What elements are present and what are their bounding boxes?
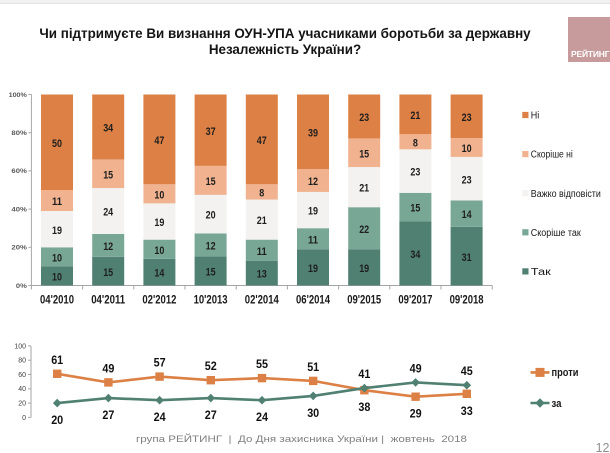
svg-text:19: 19 — [308, 263, 318, 275]
svg-text:51: 51 — [307, 360, 319, 374]
svg-text:47: 47 — [154, 135, 164, 147]
svg-text:10: 10 — [52, 252, 62, 264]
svg-text:57: 57 — [154, 356, 166, 370]
svg-text:23: 23 — [410, 167, 420, 179]
svg-text:04'2011: 04'2011 — [91, 295, 125, 307]
svg-text:10: 10 — [154, 245, 164, 257]
svg-text:23: 23 — [462, 112, 472, 124]
svg-text:04'2010: 04'2010 — [40, 295, 74, 307]
svg-text:21: 21 — [410, 110, 420, 122]
svg-text:24: 24 — [103, 207, 114, 219]
svg-text:27: 27 — [102, 408, 114, 422]
svg-text:02'2014: 02'2014 — [245, 295, 279, 307]
svg-text:52: 52 — [205, 359, 217, 373]
svg-text:100: 100 — [14, 343, 26, 350]
svg-text:10: 10 — [52, 272, 62, 284]
svg-text:0%: 0% — [16, 283, 27, 290]
svg-text:10: 10 — [462, 143, 472, 155]
svg-text:30: 30 — [307, 406, 319, 420]
svg-text:Скоріше так: Скоріше так — [531, 228, 582, 239]
svg-text:61: 61 — [51, 353, 63, 367]
svg-text:група РЕЙТИНГ | До Дня захис: група РЕЙТИНГ | До Дня захисника України… — [136, 433, 467, 445]
svg-text:49: 49 — [102, 361, 114, 375]
svg-text:12: 12 — [596, 441, 610, 453]
svg-text:11: 11 — [308, 234, 318, 246]
svg-text:100%: 100% — [9, 92, 28, 99]
svg-text:11: 11 — [257, 246, 267, 258]
svg-text:14: 14 — [462, 209, 473, 221]
svg-text:21: 21 — [359, 183, 369, 195]
svg-text:0: 0 — [22, 415, 26, 422]
svg-text:20: 20 — [206, 210, 216, 222]
svg-text:60: 60 — [18, 372, 26, 379]
svg-text:22: 22 — [359, 224, 369, 236]
svg-text:19: 19 — [52, 225, 62, 237]
svg-text:20: 20 — [18, 401, 26, 408]
svg-text:15: 15 — [206, 176, 216, 188]
svg-text:38: 38 — [358, 400, 370, 414]
svg-text:21: 21 — [257, 215, 267, 227]
svg-text:проти: проти — [552, 367, 579, 379]
svg-text:40%: 40% — [11, 206, 27, 213]
svg-text:09'2018: 09'2018 — [450, 295, 484, 307]
svg-text:23: 23 — [359, 112, 369, 124]
svg-text:15: 15 — [410, 203, 420, 215]
svg-text:19: 19 — [154, 217, 164, 229]
svg-text:80: 80 — [18, 358, 26, 365]
svg-text:50: 50 — [52, 138, 62, 150]
svg-text:за: за — [552, 398, 563, 410]
svg-text:33: 33 — [461, 404, 473, 418]
svg-text:15: 15 — [206, 267, 216, 279]
svg-text:10'2013: 10'2013 — [194, 295, 228, 307]
svg-text:14: 14 — [154, 268, 165, 280]
svg-text:23: 23 — [462, 174, 472, 186]
svg-text:45: 45 — [461, 364, 473, 378]
svg-text:40: 40 — [18, 386, 26, 393]
svg-text:Ні: Ні — [531, 111, 540, 122]
svg-text:11: 11 — [52, 196, 62, 208]
svg-text:19: 19 — [359, 263, 369, 275]
svg-text:47: 47 — [257, 135, 267, 147]
svg-text:12: 12 — [103, 241, 113, 253]
svg-text:8: 8 — [259, 188, 264, 200]
svg-text:24: 24 — [256, 410, 268, 424]
svg-text:02'2012: 02'2012 — [142, 295, 176, 307]
svg-text:06'2014: 06'2014 — [296, 295, 330, 307]
svg-text:10: 10 — [154, 189, 164, 201]
svg-text:34: 34 — [103, 123, 114, 135]
svg-text:27: 27 — [205, 408, 217, 422]
svg-text:37: 37 — [206, 126, 216, 138]
svg-text:12: 12 — [206, 241, 216, 253]
svg-text:Так: Так — [531, 267, 552, 278]
svg-text:15: 15 — [103, 169, 113, 181]
svg-text:80%: 80% — [11, 130, 27, 137]
svg-text:20%: 20% — [11, 245, 27, 252]
svg-text:09'2017: 09'2017 — [398, 295, 432, 307]
svg-text:19: 19 — [308, 206, 318, 218]
svg-text:20: 20 — [51, 413, 63, 427]
svg-text:29: 29 — [410, 407, 422, 421]
svg-text:13: 13 — [257, 269, 267, 281]
svg-text:8: 8 — [413, 137, 418, 149]
svg-text:55: 55 — [256, 357, 268, 371]
svg-text:49: 49 — [410, 361, 422, 375]
svg-text:Скоріше ні: Скоріше ні — [531, 150, 573, 161]
svg-text:34: 34 — [410, 249, 421, 261]
svg-text:15: 15 — [359, 148, 369, 160]
svg-text:09'2015: 09'2015 — [347, 295, 381, 307]
svg-text:39: 39 — [308, 127, 318, 139]
svg-text:24: 24 — [154, 410, 166, 424]
svg-text:31: 31 — [462, 252, 472, 264]
svg-text:12: 12 — [308, 176, 318, 188]
svg-text:60%: 60% — [11, 168, 27, 175]
svg-text:15: 15 — [103, 267, 113, 279]
svg-text:Важко відповісти: Важко відповісти — [531, 189, 601, 200]
svg-text:41: 41 — [358, 367, 370, 381]
